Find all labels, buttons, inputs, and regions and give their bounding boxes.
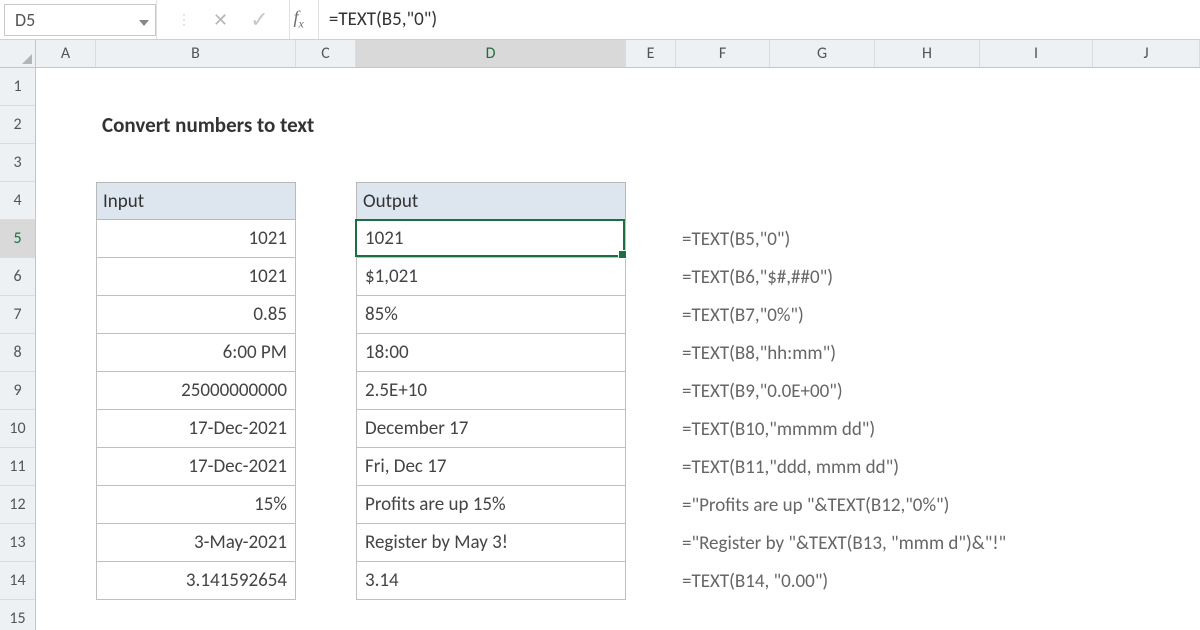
input-cell[interactable]: 15% — [96, 486, 296, 524]
formula-text: =TEXT(B10,"mmmm dd") — [676, 410, 1200, 448]
confirm-icon[interactable]: ✓ — [250, 6, 268, 33]
formula-text: =TEXT(B6,"$#,##0") — [676, 258, 1200, 296]
output-cell[interactable]: 1021 — [356, 220, 626, 258]
column-headers: ABCDEFGHIJ — [0, 40, 1200, 68]
row-header-12[interactable]: 12 — [0, 486, 35, 524]
formula-bar-buttons: ⋮ ✕ ✓ — [157, 6, 289, 33]
output-cell[interactable]: 85% — [356, 296, 626, 334]
row-header-7[interactable]: 7 — [0, 296, 35, 334]
input-cell[interactable]: 6:00 PM — [96, 334, 296, 372]
column-header-E[interactable]: E — [626, 40, 676, 67]
cells-area[interactable]: Convert numbers to textInputOutput102110… — [36, 68, 1200, 630]
column-header-A[interactable]: A — [36, 40, 96, 67]
column-header-I[interactable]: I — [980, 40, 1093, 67]
output-cell[interactable]: December 17 — [356, 410, 626, 448]
row-header-2[interactable]: 2 — [0, 106, 35, 144]
column-header-G[interactable]: G — [770, 40, 875, 67]
row-header-14[interactable]: 14 — [0, 562, 35, 600]
column-header-F[interactable]: F — [676, 40, 770, 67]
input-cell[interactable]: 3-May-2021 — [96, 524, 296, 562]
row-header-10[interactable]: 10 — [0, 410, 35, 448]
row-header-6[interactable]: 6 — [0, 258, 35, 296]
formula-text: =TEXT(B8,"hh:mm") — [676, 334, 1200, 372]
row-header-9[interactable]: 9 — [0, 372, 35, 410]
row-header-8[interactable]: 8 — [0, 334, 35, 372]
output-cell[interactable]: 3.14 — [356, 562, 626, 600]
column-header-B[interactable]: B — [96, 40, 296, 67]
output-cell[interactable]: $1,021 — [356, 258, 626, 296]
formula-text: =TEXT(B5,"0") — [676, 220, 1200, 258]
column-header-J[interactable]: J — [1093, 40, 1200, 67]
input-cell[interactable]: 3.141592654 — [96, 562, 296, 600]
input-cell[interactable]: 1021 — [96, 220, 296, 258]
spreadsheet-grid: ABCDEFGHIJ 12345678910111213141516 Conve… — [0, 40, 1200, 630]
input-cell[interactable]: 1021 — [96, 258, 296, 296]
name-box[interactable]: D5 — [4, 4, 156, 36]
formula-text: =TEXT(B14, "0.00") — [676, 562, 1200, 600]
input-cell[interactable]: 25000000000 — [96, 372, 296, 410]
row-header-3[interactable]: 3 — [0, 144, 35, 182]
name-box-dropdown-icon[interactable] — [139, 9, 149, 31]
row-header-15[interactable]: 15 — [0, 600, 35, 630]
fx-icon[interactable]: fx — [290, 7, 318, 32]
input-header: Input — [96, 182, 296, 220]
cell-reference: D5 — [15, 9, 35, 31]
cancel-icon[interactable]: ✕ — [213, 9, 228, 31]
output-cell[interactable]: Profits are up 15% — [356, 486, 626, 524]
formula-bar: D5 ⋮ ✕ ✓ fx =TEXT(B5,"0") — [0, 0, 1200, 40]
row-header-4[interactable]: 4 — [0, 182, 35, 220]
output-cell[interactable]: Register by May 3! — [356, 524, 626, 562]
select-all-corner[interactable] — [0, 40, 36, 67]
formula-text: =TEXT(B11,"ddd, mmm dd") — [676, 448, 1200, 486]
row-header-11[interactable]: 11 — [0, 448, 35, 486]
column-header-H[interactable]: H — [875, 40, 980, 67]
output-cell[interactable]: Fri, Dec 17 — [356, 448, 626, 486]
more-icon[interactable]: ⋮ — [177, 11, 191, 28]
page-title: Convert numbers to text — [96, 106, 676, 144]
row-header-1[interactable]: 1 — [0, 68, 35, 106]
input-cell[interactable]: 17-Dec-2021 — [96, 410, 296, 448]
input-cell[interactable]: 17-Dec-2021 — [96, 448, 296, 486]
formula-text: ="Register by "&TEXT(B13, "mmm d")&"!" — [676, 524, 1200, 562]
output-header: Output — [356, 182, 626, 220]
row-headers: 12345678910111213141516 — [0, 68, 36, 630]
formula-text: =TEXT(B9,"0.0E+00") — [676, 372, 1200, 410]
row-header-5[interactable]: 5 — [0, 220, 35, 258]
formula-text: =TEXT(B7,"0%") — [676, 296, 1200, 334]
column-header-D[interactable]: D — [356, 40, 626, 67]
formula-text: ="Profits are up "&TEXT(B12,"0%") — [676, 486, 1200, 524]
output-cell[interactable]: 18:00 — [356, 334, 626, 372]
column-header-C[interactable]: C — [296, 40, 356, 67]
formula-input[interactable]: =TEXT(B5,"0") — [319, 8, 1200, 31]
output-cell[interactable]: 2.5E+10 — [356, 372, 626, 410]
input-cell[interactable]: 0.85 — [96, 296, 296, 334]
row-header-13[interactable]: 13 — [0, 524, 35, 562]
